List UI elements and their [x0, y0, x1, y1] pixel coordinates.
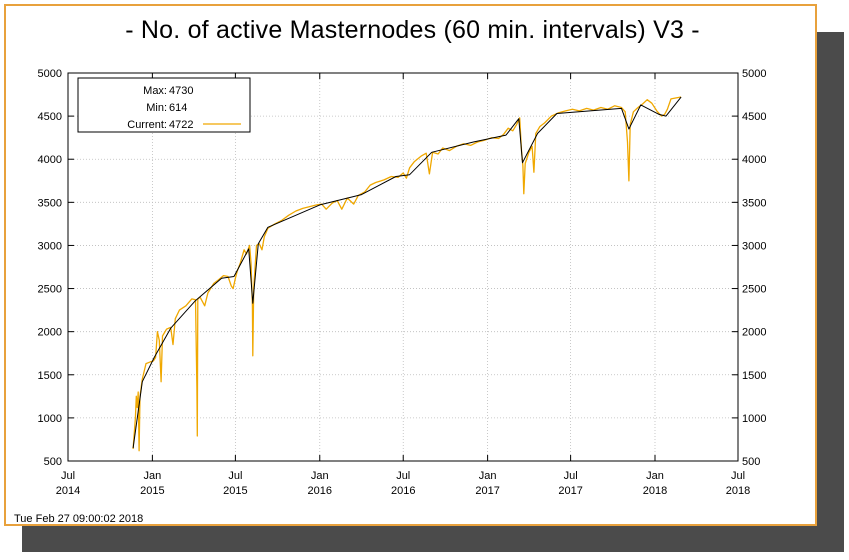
x-tick-label-year: 2017: [475, 485, 499, 497]
legend-min-label: Min:: [146, 102, 167, 114]
chart-frame: - No. of active Masternodes (60 min. int…: [4, 4, 817, 526]
y-tick-label-left: 3500: [38, 197, 62, 209]
x-tick-label-year: 2015: [140, 485, 164, 497]
masternode-chart: 500 500 1000 1000 1500 1500 2000 2000 2500 2500 30…: [38, 68, 767, 497]
x-tick-label-year: 2016: [391, 485, 415, 497]
y-tick-label-right: 2000: [742, 327, 766, 339]
x-tick-label-month: Jul: [61, 470, 75, 482]
generated-timestamp: Tue Feb 27 09:00:02 2018: [14, 513, 144, 525]
x-tick-label-year: 2016: [308, 485, 332, 497]
y-tick-label-left: 1500: [38, 370, 62, 382]
y-tick-label-right: 3500: [742, 197, 766, 209]
x-tick-label-month: Jan: [646, 470, 664, 482]
chart-title: - No. of active Masternodes (60 min. int…: [125, 16, 700, 44]
legend-max-value: 4730: [169, 85, 193, 97]
y-tick-label-right: 500: [742, 456, 760, 468]
x-tick-label-month: Jan: [311, 470, 329, 482]
y-tick-label-left: 2500: [38, 284, 62, 296]
plot-border: [67, 72, 739, 462]
y-tick-label-left: 5000: [38, 68, 62, 80]
x-tick-label-month: Jan: [144, 470, 162, 482]
masternode-count-line: [132, 96, 682, 452]
legend-min-value: 614: [169, 102, 187, 114]
x-tick-label-month: Jul: [731, 470, 745, 482]
legend-current-label: Current:: [127, 119, 167, 131]
x-tick-label-month: Jul: [228, 470, 242, 482]
x-tick-label-year: 2018: [726, 485, 750, 497]
y-tick-label-right: 1500: [742, 370, 766, 382]
legend-max-label: Max:: [143, 85, 167, 97]
x-tick-label-month: Jul: [396, 470, 410, 482]
x-tick-label-year: 2018: [643, 485, 667, 497]
y-tick-label-left: 1000: [38, 413, 62, 425]
y-tick-label-right: 4500: [742, 111, 766, 123]
legend-current-value: 4722: [169, 119, 193, 131]
y-tick-label-right: 2500: [742, 284, 766, 296]
y-tick-label-right: 4000: [742, 154, 766, 166]
x-tick-label-year: 2017: [558, 485, 582, 497]
tick-labels: 500 500 1000 1000 1500 1500 2000 2000 2500 2500 30…: [38, 68, 767, 497]
legend-box: [77, 77, 251, 133]
y-tick-label-left: 2000: [38, 327, 62, 339]
y-tick-label-right: 3000: [742, 240, 766, 252]
y-tick-label-left: 4500: [38, 111, 62, 123]
y-tick-label-right: 1000: [742, 413, 766, 425]
x-tick-label-year: 2015: [223, 485, 247, 497]
y-tick-label-left: 500: [44, 456, 62, 468]
y-tick-label-left: 3000: [38, 240, 62, 252]
y-tick-label-right: 5000: [742, 68, 766, 80]
legend: Max: 4730 Min: 614 Current: 4722: [77, 77, 251, 133]
x-tick-label-year: 2014: [56, 485, 80, 497]
x-tick-label-month: Jul: [564, 470, 578, 482]
trend-line: [132, 96, 682, 449]
y-tick-label-left: 4000: [38, 154, 62, 166]
x-tick-label-month: Jan: [479, 470, 497, 482]
plot-series: [132, 96, 682, 452]
